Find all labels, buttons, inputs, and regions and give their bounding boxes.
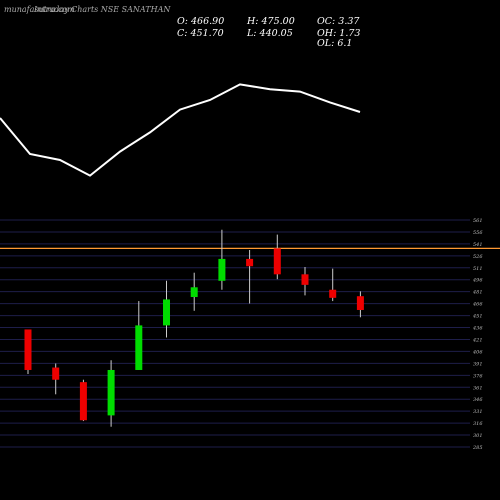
- candle: [329, 268, 337, 302]
- chart-title: Intraday Charts NSE SANATHAN: [33, 5, 171, 14]
- site-label: munafasutra.com: [4, 5, 75, 14]
- candle-body: [329, 289, 337, 298]
- indicator-line: [0, 83, 361, 177]
- y-tick-label: 346: [473, 397, 483, 403]
- candle: [163, 280, 170, 338]
- y-tick-label: 541: [473, 242, 483, 248]
- candles: [24, 229, 364, 427]
- candle: [135, 301, 143, 370]
- candle: [24, 329, 32, 375]
- ohlc-open: O: 466.90: [177, 16, 224, 27]
- candle: [356, 291, 364, 318]
- y-axis-ticks: 561 556 541 526 511 496 481 466 451 436 421 406 391 3…: [472, 218, 483, 451]
- y-tick-label: 331: [473, 409, 483, 415]
- y-tick-label: 436: [472, 326, 483, 332]
- grid-lines: [0, 219, 470, 448]
- y-tick-label: 496: [472, 278, 483, 284]
- y-tick-label: 526: [473, 254, 483, 260]
- candle-body: [24, 329, 32, 370]
- y-tick-label: 361: [473, 385, 483, 391]
- candle-body: [301, 274, 309, 285]
- ohlc-ol: OL: 6.1: [317, 38, 352, 49]
- y-tick-label: 421: [472, 337, 483, 343]
- candle: [190, 272, 198, 311]
- candle: [301, 267, 309, 296]
- y-tick-label: 406: [472, 349, 483, 355]
- candle-body: [52, 367, 60, 380]
- candle-body: [107, 369, 115, 416]
- candle-body: [246, 258, 254, 267]
- candle: [246, 249, 254, 304]
- candle-body: [163, 299, 170, 326]
- candle-body: [218, 258, 226, 281]
- y-tick-label: 556: [473, 230, 483, 236]
- y-tick-label: 511: [473, 266, 483, 272]
- y-tick-label: 285: [472, 445, 483, 451]
- ohlc-low: L: 440.05: [246, 28, 293, 39]
- y-tick-label: 481: [472, 290, 483, 296]
- y-tick-label: 561: [473, 218, 483, 224]
- candle: [218, 229, 226, 290]
- y-tick-label: 376: [473, 373, 483, 379]
- y-tick-label: 301: [473, 433, 483, 439]
- candle: [107, 360, 115, 427]
- candle: [79, 379, 87, 422]
- y-tick-label: 391: [473, 361, 483, 367]
- ohlc-oc: OC: 3.37: [317, 16, 360, 27]
- candle-body: [273, 248, 281, 275]
- candle: [273, 234, 281, 280]
- y-tick-label: 466: [472, 302, 483, 308]
- y-tick-label: 451: [472, 314, 483, 320]
- candle-body: [190, 287, 198, 298]
- candle-body: [135, 325, 143, 370]
- candle-body: [79, 382, 87, 421]
- candle-body: [356, 296, 364, 310]
- ohlc-oh: OH: 1.73: [317, 28, 360, 39]
- y-tick-label: 316: [473, 421, 483, 427]
- candle: [52, 363, 60, 395]
- ohlc-high: H: 475.00: [246, 16, 295, 27]
- ohlc-close: C: 451.70: [177, 28, 224, 39]
